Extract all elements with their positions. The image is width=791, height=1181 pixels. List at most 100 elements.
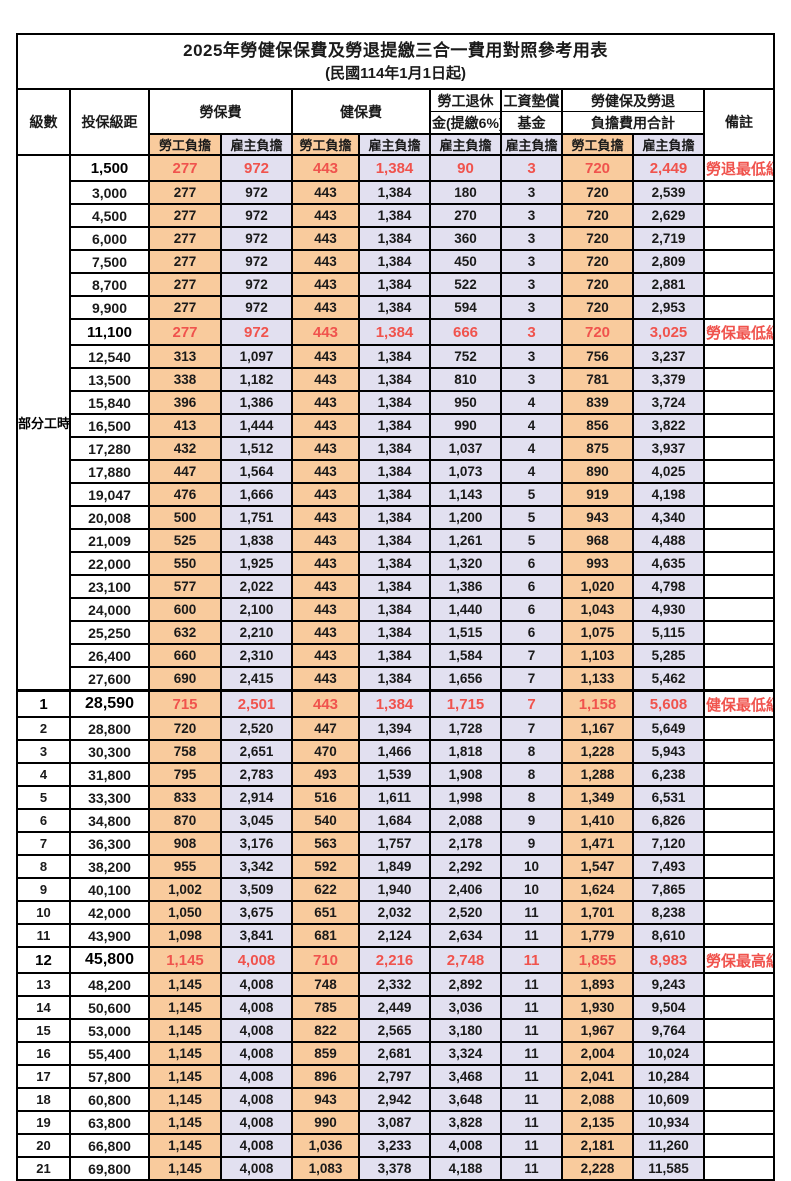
value-cell: 447	[148, 459, 222, 484]
value-cell: 443	[291, 367, 360, 392]
value-cell: 1,751	[220, 505, 293, 530]
header-wage-fund-line2: 基金	[500, 111, 563, 135]
bracket-cell: 28,800	[69, 716, 150, 741]
value-cell: 1,925	[220, 551, 293, 576]
value-cell: 1,384	[358, 295, 431, 320]
remark-cell	[702, 923, 776, 948]
remark-cell	[702, 1133, 776, 1158]
level-cell: 15	[16, 1018, 71, 1043]
remark-cell	[702, 249, 776, 274]
value-cell: 4	[500, 436, 563, 461]
value-cell: 9,764	[632, 1018, 705, 1043]
value-cell: 1,547	[561, 854, 634, 879]
value-cell: 338	[148, 367, 222, 392]
bracket-cell: 1,500	[69, 154, 150, 182]
bracket-cell: 16,500	[69, 413, 150, 438]
value-cell: 4,798	[632, 574, 705, 599]
value-cell: 3,509	[220, 877, 293, 902]
value-cell: 1,384	[358, 666, 431, 692]
value-cell: 11	[500, 1156, 563, 1181]
value-cell: 3,841	[220, 923, 293, 948]
table-row: 27,600 690 2,415 443 1,384 1,656 7 1,133 5,462	[17, 666, 776, 692]
value-cell: 443	[291, 505, 360, 530]
subheader-health-employer: 雇主負擔	[358, 133, 431, 156]
value-cell: 4	[500, 390, 563, 415]
value-cell: 3,342	[220, 854, 293, 879]
value-cell: 3	[500, 180, 563, 205]
value-cell: 720	[561, 318, 634, 346]
value-cell: 1,145	[148, 1018, 222, 1043]
bracket-cell: 12,540	[69, 344, 150, 369]
value-cell: 2,310	[220, 643, 293, 668]
value-cell: 2,953	[632, 295, 705, 320]
value-cell: 443	[291, 344, 360, 369]
value-cell: 4	[500, 413, 563, 438]
value-cell: 3,675	[220, 900, 293, 925]
value-cell: 5	[500, 505, 563, 530]
table-row: 14 50,600 1,145 4,008 785 2,449 3,036 11 1,930 9,…	[16, 995, 776, 1020]
value-cell: 1,167	[561, 716, 634, 741]
value-cell: 4,008	[220, 1156, 293, 1181]
value-cell: 5,115	[632, 620, 705, 645]
value-cell: 1,386	[429, 574, 502, 599]
remark-cell	[702, 716, 776, 741]
value-cell: 1,384	[358, 574, 431, 599]
value-cell: 5,608	[632, 689, 705, 718]
premium-reference-table: 2025年勞健保保費及勞退提繳三合一費用對照參考用表 (民國114年1月1日起)…	[15, 33, 776, 1181]
value-cell: 277	[148, 180, 222, 205]
value-cell: 3,724	[632, 390, 705, 415]
value-cell: 651	[291, 900, 360, 925]
value-cell: 516	[291, 785, 360, 810]
value-cell: 2,032	[358, 900, 431, 925]
value-cell: 715	[148, 689, 222, 718]
table-row: 10 42,000 1,050 3,675 651 2,032 2,520 11 1,701 8,…	[16, 900, 776, 925]
value-cell: 1,967	[561, 1018, 634, 1043]
remark-cell	[702, 785, 776, 810]
value-cell: 4,488	[632, 528, 705, 553]
value-cell: 890	[561, 459, 634, 484]
table-row: 25,250 632 2,210 443 1,384 1,515 6 1,075 5,115	[17, 620, 776, 645]
subheader-labor-employer: 雇主負擔	[220, 133, 293, 156]
value-cell: 443	[291, 436, 360, 461]
level-cell: 19	[16, 1110, 71, 1135]
value-cell: 1,384	[358, 390, 431, 415]
value-cell: 2,124	[358, 923, 431, 948]
value-cell: 277	[148, 203, 222, 228]
value-cell: 1,384	[358, 551, 431, 576]
remark-cell	[702, 226, 776, 251]
remark-cell	[702, 272, 776, 297]
value-cell: 785	[291, 995, 360, 1020]
value-cell: 1,097	[220, 344, 293, 369]
remark-cell	[702, 413, 776, 438]
value-cell: 1,020	[561, 574, 634, 599]
value-cell: 8,238	[632, 900, 705, 925]
value-cell: 2,100	[220, 597, 293, 622]
level-cell: 5	[16, 785, 71, 810]
bracket-cell: 22,000	[69, 551, 150, 576]
value-cell: 6	[500, 574, 563, 599]
value-cell: 2,797	[358, 1064, 431, 1089]
bracket-cell: 42,000	[69, 900, 150, 925]
bracket-cell: 40,100	[69, 877, 150, 902]
value-cell: 1,384	[358, 436, 431, 461]
value-cell: 443	[291, 459, 360, 484]
remark-cell	[702, 995, 776, 1020]
value-cell: 752	[429, 344, 502, 369]
bracket-cell: 36,300	[69, 831, 150, 856]
bracket-cell: 69,800	[69, 1156, 150, 1181]
value-cell: 1,145	[148, 946, 222, 974]
value-cell: 1,145	[148, 1064, 222, 1089]
value-cell: 11	[500, 1064, 563, 1089]
value-cell: 4,930	[632, 597, 705, 622]
value-cell: 10,284	[632, 1064, 705, 1089]
table-row: 23,100 577 2,022 443 1,384 1,386 6 1,020 4,798	[17, 574, 776, 599]
table-row: 5 33,300 833 2,914 516 1,611 1,998 8 1,349 6,531	[16, 785, 776, 810]
level-cell: 17	[16, 1064, 71, 1089]
level-cell: 13	[16, 972, 71, 997]
value-cell: 2,520	[429, 900, 502, 925]
value-cell: 4,008	[220, 1133, 293, 1158]
value-cell: 833	[148, 785, 222, 810]
value-cell: 180	[429, 180, 502, 205]
value-cell: 443	[291, 249, 360, 274]
